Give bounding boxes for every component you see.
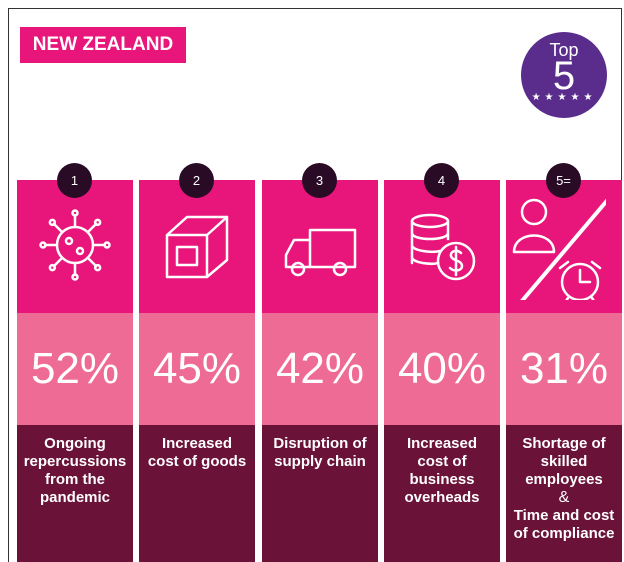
- percent: 45%: [139, 313, 255, 425]
- icon-panel: [384, 180, 500, 313]
- item-column: 5= 31% Shortage of skilled employees & Time …: [506, 163, 622, 562]
- icon: [506, 188, 618, 310]
- percent: 42%: [262, 313, 378, 425]
- rank-circle: 4: [424, 163, 459, 198]
- icon: [402, 205, 482, 290]
- icon: [157, 205, 237, 290]
- label: Disruption of supply chain: [273, 435, 367, 470]
- description: Ongoing repercussions from the pandemic: [17, 425, 133, 562]
- label: Increased cost of goods: [147, 435, 247, 470]
- item-column: 2 45% Increased cost of goods: [139, 163, 255, 562]
- label-2: Time and cost of compliance: [513, 507, 615, 542]
- icon-panel: [139, 180, 255, 313]
- rank-circle: 5=: [546, 163, 581, 198]
- badge: Top 5 ★★★★★: [521, 32, 607, 118]
- item-column: 4 40% Increased cost of business overheads: [384, 163, 500, 562]
- connector: &: [558, 489, 570, 506]
- rank-circle: 2: [179, 163, 214, 198]
- item-column: 1 52% Ongoing repercussions from the pande…: [17, 163, 133, 562]
- description: Increased cost of goods: [139, 425, 255, 562]
- badge-top: Top: [549, 40, 579, 60]
- icon: [35, 205, 115, 290]
- badge-number: 5: [552, 54, 576, 98]
- icon-panel: [262, 180, 378, 313]
- rank-circle: 1: [57, 163, 92, 198]
- badge-stars: ★★★★★: [531, 92, 597, 103]
- label: Ongoing repercussions from the pandemic: [23, 435, 127, 506]
- description: Disruption of supply chain: [262, 425, 378, 562]
- icon-panel: [17, 180, 133, 313]
- percent: 40%: [384, 313, 500, 425]
- rank-circle: 3: [302, 163, 337, 198]
- title: NEW ZEALAND: [20, 27, 186, 63]
- label: Shortage of skilled employees: [522, 435, 606, 488]
- icon-panel: [506, 180, 622, 313]
- description: Shortage of skilled employees & Time and c…: [506, 425, 622, 562]
- label: Increased cost of business overheads: [404, 435, 480, 506]
- percent: 52%: [17, 313, 133, 425]
- item-column: 3 42% Disruption of supply chain: [262, 163, 378, 562]
- icon: [280, 205, 360, 290]
- description: Increased cost of business overheads: [384, 425, 500, 562]
- percent: 31%: [506, 313, 622, 425]
